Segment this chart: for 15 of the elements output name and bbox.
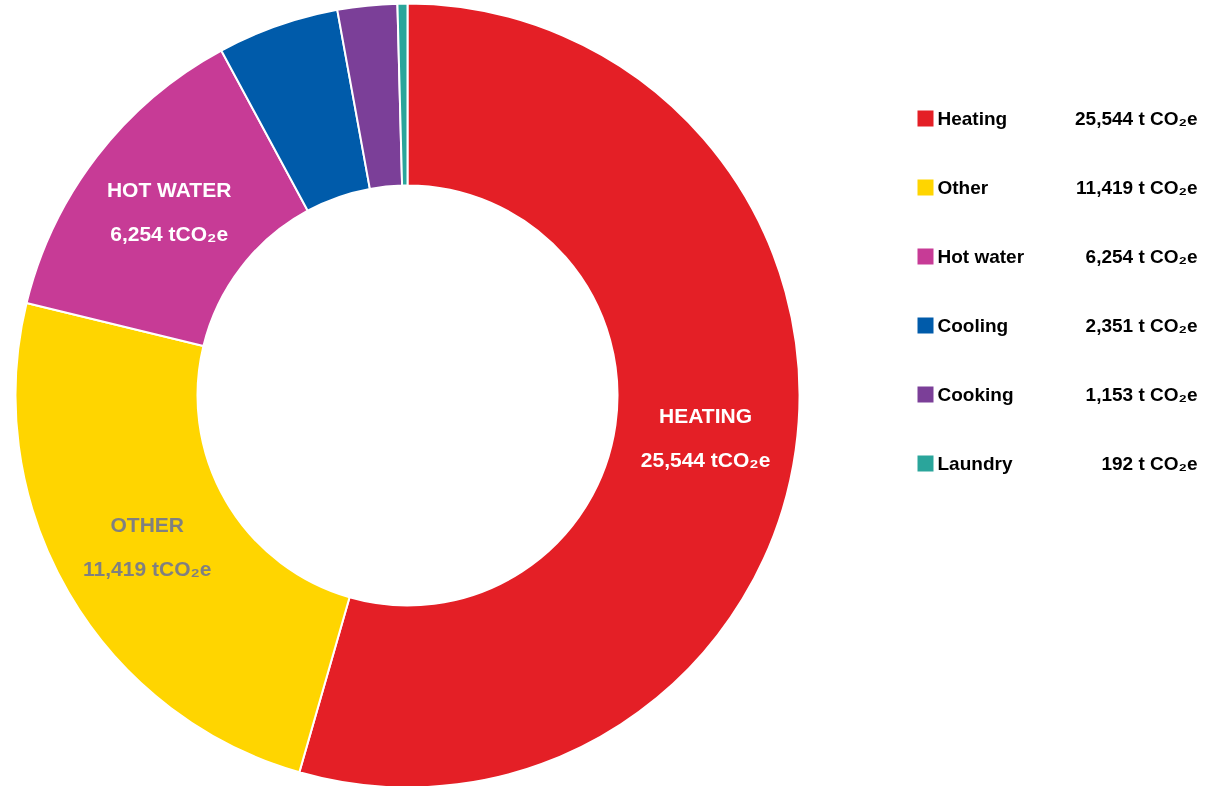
legend-label: Cooling [937, 315, 1009, 336]
legend-label: Cooking [937, 384, 1014, 405]
legend-label: Hot water [937, 246, 1025, 267]
data-label: 192 t CO₂e [1101, 453, 1198, 474]
data-label: 25,544 t CO₂e [1074, 108, 1198, 129]
data-label: 11,419 t CO₂e [1076, 177, 1198, 198]
legend-label: Other [937, 177, 989, 198]
text: HEATING 25,544 tCO₂e [640, 404, 771, 471]
data-label: 2,351 t CO₂e [1085, 315, 1198, 336]
data-label: 1,153 t CO₂e [1085, 384, 1198, 405]
text: OTHER 11,419 tCO₂e [83, 513, 212, 581]
text: HOT WATER 6,254 tCO₂e [106, 178, 232, 246]
legend-label: Laundry [937, 453, 1013, 474]
data-label: 6,254 t CO₂e [1085, 246, 1198, 267]
legend-label: Heating [937, 108, 1008, 129]
